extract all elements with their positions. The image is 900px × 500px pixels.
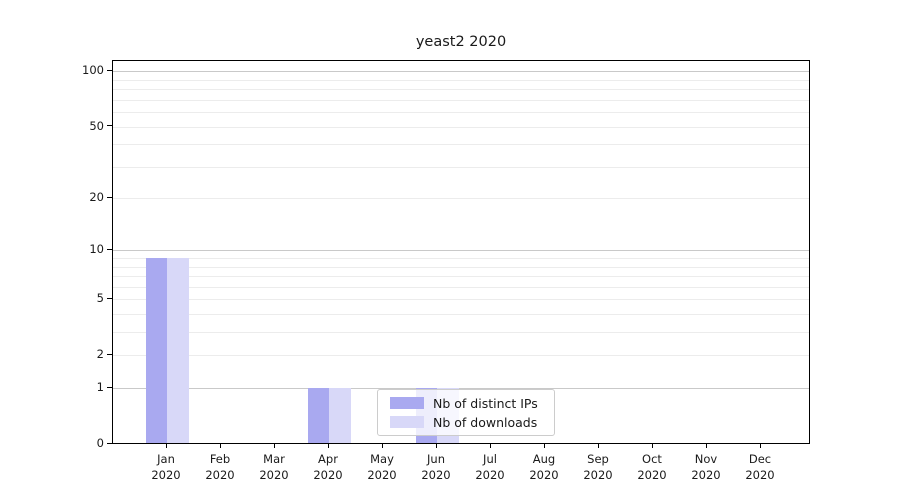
x-tick-label: Nov 2020 <box>691 452 721 482</box>
legend-swatch-distinct-ips-icon <box>390 397 424 409</box>
x-tick-mark <box>705 444 707 448</box>
minor-gridline <box>113 286 809 288</box>
minor-gridline <box>113 144 809 146</box>
legend-label-distinct-ips: Nb of distinct IPs <box>433 395 538 411</box>
minor-gridline <box>113 89 809 91</box>
y-tick-label: 50 <box>89 118 104 133</box>
minor-gridline <box>113 198 809 200</box>
bar-layer <box>113 61 809 443</box>
x-tick-label: Jul 2020 <box>475 452 505 482</box>
x-tick-mark <box>597 444 599 448</box>
y-tick-label: 1 <box>96 380 104 395</box>
x-tick-label: Apr 2020 <box>313 452 343 482</box>
bar-distinct-ips <box>145 258 167 443</box>
minor-gridline <box>113 276 809 278</box>
x-tick-mark <box>219 444 221 448</box>
legend-label-downloads: Nb of downloads <box>433 414 538 430</box>
chart-title: yeast2 2020 <box>415 34 507 50</box>
bar-downloads <box>329 388 351 443</box>
bar-distinct-ips <box>307 388 329 443</box>
major-gridline <box>113 250 809 252</box>
major-gridline <box>113 71 809 73</box>
x-tick-mark <box>327 444 329 448</box>
x-tick-label: Jun 2020 <box>421 452 451 482</box>
minor-gridline <box>113 79 809 81</box>
x-tick-mark <box>273 444 275 448</box>
x-tick-label: May 2020 <box>367 452 397 482</box>
legend-item-distinct-ips: Nb of distinct IPs <box>385 396 547 411</box>
minor-gridline <box>113 258 809 260</box>
y-tick-label: 100 <box>82 63 104 78</box>
x-tick-mark <box>435 444 437 448</box>
grid-layer <box>113 61 809 443</box>
legend: Nb of distinct IPs Nb of downloads <box>377 389 555 436</box>
y-tick-label: 0 <box>96 436 104 450</box>
minor-gridline <box>113 126 809 128</box>
minor-gridline <box>113 166 809 168</box>
x-tick-mark <box>651 444 653 448</box>
y-tick-label: 20 <box>89 190 104 205</box>
minor-gridline <box>113 266 809 268</box>
minor-gridline <box>113 314 809 316</box>
minor-gridline <box>113 112 809 114</box>
major-gridline <box>113 388 809 390</box>
x-tick-label: Sep 2020 <box>583 452 613 482</box>
x-tick-mark <box>489 444 491 448</box>
plot-area: Nb of distinct IPs Nb of downloads <box>112 60 810 444</box>
y-tick-label: 2 <box>96 347 104 362</box>
x-tick-label: Feb 2020 <box>205 452 235 482</box>
x-tick-mark <box>543 444 545 448</box>
minor-gridline <box>113 355 809 357</box>
x-tick-mark <box>381 444 383 448</box>
minor-gridline <box>113 99 809 101</box>
minor-gridline <box>113 332 809 334</box>
legend-swatch-downloads-icon <box>390 416 424 428</box>
x-tick-label: Dec 2020 <box>745 452 775 482</box>
x-tick-mark <box>759 444 761 448</box>
minor-gridline <box>113 299 809 301</box>
y-tick-label: 5 <box>96 291 104 306</box>
x-tick-label: Mar 2020 <box>259 452 289 482</box>
x-tick-label: Aug 2020 <box>529 452 559 482</box>
y-tick-label: 10 <box>89 242 104 257</box>
x-tick-label: Oct 2020 <box>637 452 667 482</box>
x-tick-mark <box>165 444 167 448</box>
x-tick-label: Jan 2020 <box>151 452 181 482</box>
bar-downloads <box>167 258 189 443</box>
legend-item-downloads: Nb of downloads <box>385 415 547 430</box>
